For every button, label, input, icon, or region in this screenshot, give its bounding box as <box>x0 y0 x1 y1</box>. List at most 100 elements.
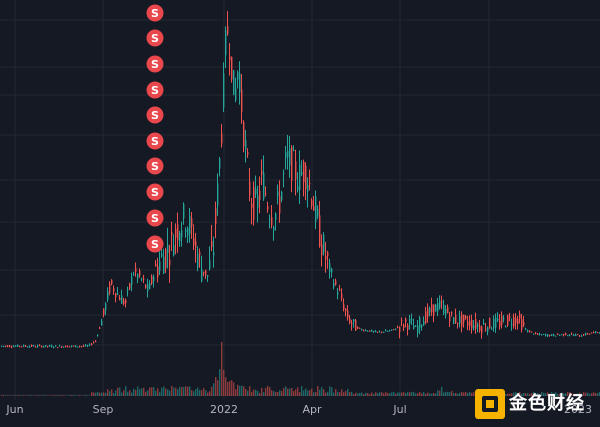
volume-bar <box>441 387 442 396</box>
volume-bar <box>251 392 252 396</box>
candle-body <box>569 335 570 336</box>
candle-body <box>595 331 596 332</box>
volume-bar <box>241 386 242 396</box>
candle-body <box>231 57 232 80</box>
candle-body <box>489 318 490 327</box>
candle-body <box>307 185 308 192</box>
candle-body <box>45 345 46 347</box>
volume-bar <box>287 389 288 396</box>
candle-body <box>7 346 8 347</box>
volume-bar <box>207 393 208 396</box>
volume-bar <box>145 392 146 396</box>
candle-body <box>201 269 202 281</box>
candle-body <box>445 309 446 315</box>
candle-body <box>331 269 332 272</box>
candle-body <box>535 333 536 334</box>
candle-body <box>337 292 338 294</box>
candle-body <box>481 327 482 333</box>
volume-bar <box>505 394 506 396</box>
volume-bar <box>29 395 30 396</box>
candle-body <box>503 318 504 319</box>
candle-body <box>433 305 434 316</box>
candle-body <box>41 346 42 347</box>
candle-body <box>283 173 284 174</box>
volume-bar <box>375 392 376 396</box>
volume-bar <box>303 391 304 396</box>
candle-body <box>369 330 370 331</box>
candle-body <box>583 335 584 336</box>
candle-body <box>225 30 226 55</box>
candle-body <box>367 331 368 332</box>
candle-body <box>397 327 398 328</box>
candle-body <box>511 324 512 325</box>
candle-body <box>165 249 166 267</box>
candle-body <box>71 346 72 347</box>
volume-bar <box>415 393 416 396</box>
volume-bar <box>109 391 110 396</box>
x-tick-label-jun: Jun <box>5 403 23 416</box>
series-marker-label-6: S <box>151 135 159 148</box>
candle-body <box>1 346 2 347</box>
candle-body <box>287 151 288 157</box>
candle-body <box>223 73 224 107</box>
candle-body <box>175 229 176 238</box>
volume-bar <box>213 383 214 396</box>
candle-body <box>343 304 344 309</box>
volume-bar <box>587 393 588 396</box>
candle-body <box>581 336 582 337</box>
candle-body <box>401 320 402 321</box>
candle-body <box>285 152 286 158</box>
volume-bar <box>273 391 274 396</box>
volume-bar <box>237 385 238 396</box>
candle-body <box>163 257 164 274</box>
volume-bar <box>181 387 182 396</box>
candle-body <box>427 308 428 316</box>
volume-bar <box>449 392 450 396</box>
candle-body <box>359 328 360 329</box>
volume-bar <box>139 389 140 396</box>
candle-body <box>455 315 456 323</box>
candle-body <box>119 298 120 300</box>
volume-bar <box>43 395 44 396</box>
volume-bar <box>269 387 270 396</box>
candle-body <box>559 335 560 336</box>
logo-text: 金色财经 <box>509 389 585 415</box>
candle-body <box>15 346 16 347</box>
candle-body <box>383 332 384 333</box>
candle-body <box>377 332 378 333</box>
candle-body <box>177 224 178 240</box>
volume-bar <box>189 386 190 396</box>
volume-bar <box>79 395 80 396</box>
volume-bar <box>453 393 454 396</box>
candle-body <box>461 315 462 327</box>
volume-bar <box>405 393 406 396</box>
volume-bar <box>161 388 162 396</box>
candle-body <box>243 122 244 146</box>
series-marker-label-1: S <box>151 7 159 20</box>
volume-bar <box>379 392 380 396</box>
volume-bar <box>201 390 202 396</box>
candle-body <box>411 319 412 320</box>
volume-bar <box>17 395 18 396</box>
volume-bar <box>173 388 174 396</box>
candle-body <box>85 345 86 346</box>
candle-body <box>227 26 228 34</box>
candle-body <box>457 323 458 324</box>
candle-body <box>475 319 476 329</box>
volume-bar <box>413 392 414 396</box>
candle-body <box>141 279 142 280</box>
volume-bar <box>245 389 246 396</box>
volume-bar <box>59 395 60 396</box>
volume-bar <box>429 393 430 396</box>
volume-bar <box>155 391 156 396</box>
candle-body <box>57 347 58 348</box>
candle-body <box>229 56 230 60</box>
candle-body <box>387 331 388 332</box>
x-tick-label-jul: Jul <box>392 403 406 416</box>
volume-bar <box>233 382 234 396</box>
candle-body <box>391 329 392 330</box>
volume-bar <box>257 391 258 396</box>
volume-bar <box>447 392 448 396</box>
candle-body <box>463 315 464 322</box>
candle-body <box>361 329 362 330</box>
